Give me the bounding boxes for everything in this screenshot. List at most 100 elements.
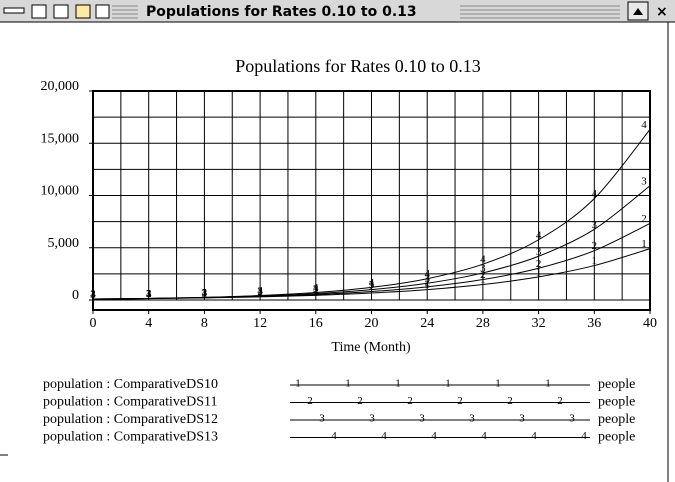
curve-marker: 2 <box>480 269 486 281</box>
legend-marker: 2 <box>457 395 463 407</box>
legend-marker: 2 <box>557 395 563 407</box>
legend-name: population : ComparativeDS13 <box>43 430 218 445</box>
y-tick-label: 0 <box>72 288 79 303</box>
curve-marker: 4 <box>424 268 430 280</box>
curve-marker: 1 <box>369 283 375 295</box>
legend-marker: 4 <box>331 430 337 442</box>
series-line <box>92 129 651 300</box>
legend-marker: 3 <box>519 413 525 425</box>
curve-marker: 3 <box>313 283 319 295</box>
legend-name: population : ComparativeDS10 <box>43 377 218 392</box>
curve-marker: 4 <box>641 119 647 131</box>
x-tick-label: 8 <box>201 316 208 331</box>
curve-marker: 1 <box>257 286 263 298</box>
curve-marker: 1 <box>202 287 208 299</box>
curve-marker: 4 <box>369 277 375 289</box>
curve-marker: 1 <box>592 255 598 267</box>
legend-marker: 3 <box>419 413 425 425</box>
curve-marker: 3 <box>369 279 375 291</box>
curve-marker: 1 <box>641 238 647 250</box>
lock-icon[interactable] <box>31 4 47 19</box>
y-tick-label: 20,000 <box>41 79 80 94</box>
curve-marker: 4 <box>257 285 263 297</box>
curve-marker: 4 <box>202 287 208 299</box>
curve-marker: 3 <box>90 289 96 301</box>
close-button[interactable]: × <box>656 4 668 20</box>
curve-marker: 1 <box>480 274 486 286</box>
curve-marker: 1 <box>424 279 430 291</box>
curve-marker: 1 <box>536 266 542 278</box>
curve-marker: 2 <box>536 258 542 270</box>
curve-marker: 4 <box>592 188 598 200</box>
legend-unit: people <box>598 395 635 410</box>
legend-marker: 1 <box>345 378 351 390</box>
legend-marker: 3 <box>469 413 475 425</box>
save-icon[interactable] <box>95 4 110 19</box>
title-bar-stripes <box>112 5 620 19</box>
window-title: Populations for Rates 0.10 to 0.13 <box>146 4 417 20</box>
legend-marker: 3 <box>319 413 325 425</box>
x-tick-label: 20 <box>365 316 379 331</box>
x-tick-label: 0 <box>90 316 97 331</box>
legend-marker: 3 <box>569 413 575 425</box>
x-tick-label: 4 <box>145 316 152 331</box>
legend-unit: people <box>598 377 635 392</box>
curve-marker: 3 <box>257 286 263 298</box>
curve-marker: 2 <box>257 286 263 298</box>
curve-marker: 4 <box>90 289 96 301</box>
curve-marker: 4 <box>480 254 486 266</box>
curve-marker: 2 <box>641 213 647 225</box>
curve-marker: 1 <box>146 288 152 300</box>
legend-marker: 4 <box>531 430 537 442</box>
curve-marker: 3 <box>202 287 208 299</box>
legend-marker: 1 <box>545 378 551 390</box>
y-tick-label: 10,000 <box>41 184 80 199</box>
curve-marker: 2 <box>146 288 152 300</box>
legend-marker: 2 <box>357 395 363 407</box>
curve-marker: 1 <box>313 285 319 297</box>
curve-marker: 2 <box>424 276 430 288</box>
curve-marker: 4 <box>146 288 152 300</box>
curve-marker: 2 <box>313 284 319 296</box>
legend-marker: 2 <box>507 395 513 407</box>
x-tick-label: 28 <box>476 316 490 331</box>
legend-name: population : ComparativeDS12 <box>43 412 218 427</box>
curve-marker: 3 <box>480 262 486 274</box>
legend-marker: 4 <box>431 430 437 442</box>
legend-marker: 1 <box>445 378 451 390</box>
legend-marker: 4 <box>481 430 487 442</box>
x-tick-label: 24 <box>420 316 434 331</box>
legend-marker: 3 <box>369 413 375 425</box>
curve-marker: 4 <box>536 229 542 241</box>
legend-marker: 1 <box>495 378 501 390</box>
up-arrow <box>633 8 643 15</box>
legend-unit: people <box>598 412 635 427</box>
legend-marker: 4 <box>381 430 387 442</box>
y-tick-label: 5,000 <box>48 236 80 251</box>
legend-name: population : ComparativeDS11 <box>43 395 217 410</box>
x-tick-label: 12 <box>253 316 267 331</box>
curve-marker: 2 <box>90 289 96 301</box>
legend-marker: 1 <box>295 378 301 390</box>
curve-marker: 3 <box>641 175 647 187</box>
curve-marker: 3 <box>146 288 152 300</box>
copy-icon[interactable] <box>75 4 91 19</box>
x-tick-label: 40 <box>643 316 657 331</box>
legend-marker: 2 <box>307 395 313 407</box>
chart-title: Populations for Rates 0.10 to 0.13 <box>235 56 481 76</box>
x-tick-label: 32 <box>532 316 546 331</box>
legend-marker: 4 <box>581 430 587 442</box>
legend-marker: 2 <box>407 395 413 407</box>
y-tick-label: 15,000 <box>41 131 80 146</box>
print-icon[interactable] <box>53 4 69 19</box>
curve-marker: 3 <box>592 219 598 231</box>
minimize-icon[interactable] <box>3 7 25 14</box>
curve-marker: 2 <box>202 287 208 299</box>
curve-marker: 2 <box>592 240 598 252</box>
curve-marker: 1 <box>90 289 96 301</box>
x-tick-label: 36 <box>587 316 601 331</box>
curve-marker: 4 <box>313 282 319 294</box>
legend-unit: people <box>598 430 635 445</box>
